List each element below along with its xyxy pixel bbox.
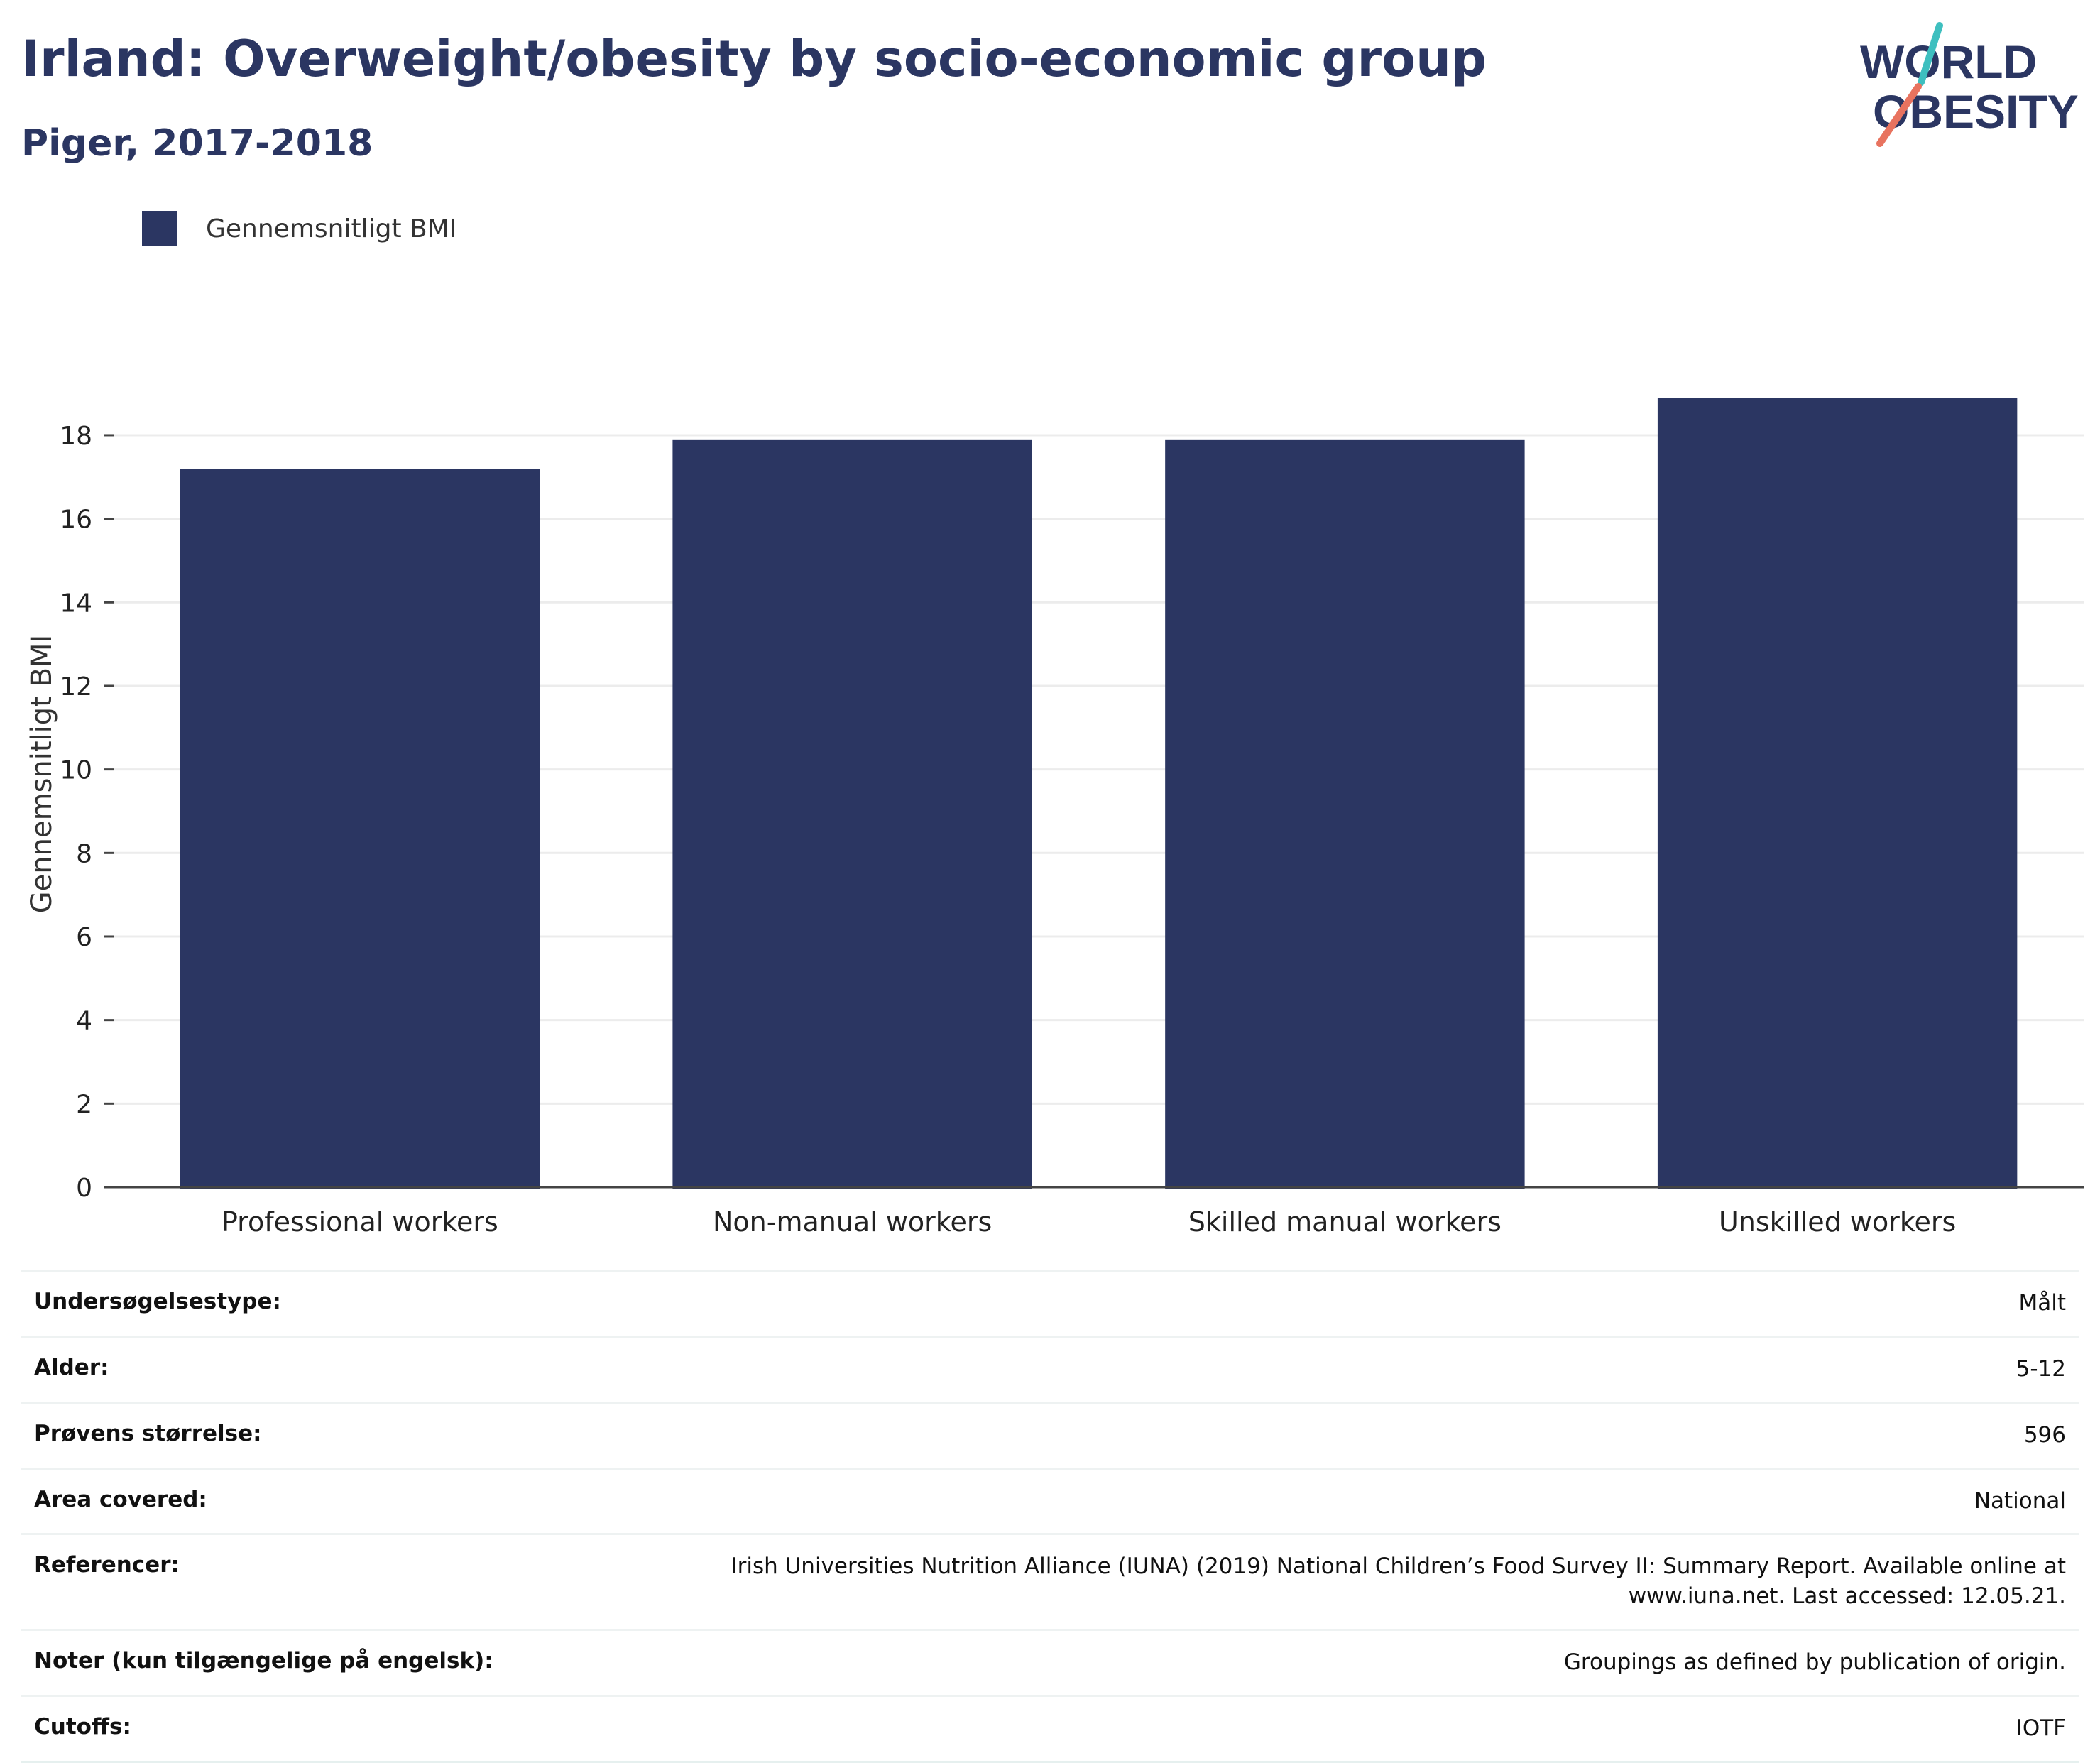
logo-line-1: WORLD <box>1860 36 2037 88</box>
y-tick-label: 4 <box>76 1007 92 1036</box>
world-obesity-logo: WORLD OBESITY <box>1860 22 2079 147</box>
info-label: Alder: <box>34 1354 109 1380</box>
y-tick-label: 10 <box>60 756 92 785</box>
logo-line-2: OBESITY <box>1873 85 2079 138</box>
x-tick-labels: Professional workers Non-manual workers Sk… <box>222 1206 1956 1238</box>
x-tick-label: Non-manual workers <box>713 1206 992 1238</box>
info-label: Prøvens størrelse: <box>34 1420 262 1446</box>
y-tick-label: 2 <box>76 1090 92 1119</box>
logo-slash-teal <box>1918 22 1943 86</box>
y-tick-label: 18 <box>60 422 92 451</box>
logo-slash-coral <box>1876 83 1922 147</box>
bar <box>1165 439 1525 1189</box>
info-value: National <box>1974 1488 2066 1514</box>
legend-swatch <box>142 211 177 246</box>
bar <box>1657 398 2018 1189</box>
y-tick-label: 16 <box>60 506 92 535</box>
chart-legend: Gennemsnitligt BMI <box>142 210 456 247</box>
info-value: Målt <box>2018 1290 2066 1316</box>
info-row-area: Area covered: National <box>21 1467 2079 1534</box>
x-tick-label: Unskilled workers <box>1719 1206 1956 1238</box>
info-row-cutoffs: Cutoffs: IOTF <box>21 1694 2079 1763</box>
info-label: Noter (kun tilgængelige på engelsk): <box>34 1648 493 1674</box>
info-row-age: Alder: 5-12 <box>21 1335 2079 1402</box>
y-tick-label: 12 <box>60 672 92 702</box>
chart-title: Irland: Overweight/obesity by socio-econ… <box>21 30 1487 88</box>
y-tick-label: 14 <box>60 589 92 618</box>
info-row-references: Referencer: Irish Universities Nutrition… <box>21 1533 2079 1629</box>
bar-chart: 0 2 4 6 8 10 12 14 16 18 Professional workers Non-… <box>26 398 2084 1238</box>
bar <box>180 469 540 1189</box>
info-table: Undersøgelsestype: Målt Alder: 5-12 Prøv… <box>21 1270 2079 1763</box>
info-value: Groupings as defined by publication of o… <box>1563 1649 2066 1676</box>
x-tick-label: Skilled manual workers <box>1188 1206 1502 1238</box>
info-value: IOTF <box>2016 1715 2066 1741</box>
info-label: Referencer: <box>34 1552 180 1578</box>
y-tick-label: 0 <box>76 1174 92 1203</box>
info-value: 5-12 <box>2016 1355 2066 1382</box>
info-row-notes: Noter (kun tilgængelige på engelsk): Gro… <box>21 1629 2079 1695</box>
y-tick-labels: 0 2 4 6 8 10 12 14 16 18 <box>60 422 114 1203</box>
bars <box>180 398 2018 1189</box>
info-label: Cutoffs: <box>34 1713 131 1740</box>
y-axis-title: Gennemsnitligt BMI <box>26 635 58 914</box>
y-tick-label: 8 <box>76 839 92 868</box>
info-value: Irish Universities Nutrition Alliance (I… <box>731 1554 2066 1610</box>
bar <box>672 439 1032 1189</box>
info-label: Area covered: <box>34 1486 207 1512</box>
chart-subtitle: Piger, 2017-2018 <box>21 122 373 165</box>
legend-label: Gennemsnitligt BMI <box>206 214 457 244</box>
x-tick-label: Professional workers <box>222 1206 498 1238</box>
info-value: 596 <box>2023 1421 2066 1448</box>
y-tick-label: 6 <box>76 923 92 952</box>
info-label: Undersøgelsestype: <box>34 1289 281 1314</box>
info-row-sample-size: Prøvens størrelse: 596 <box>21 1401 2079 1468</box>
info-row-survey-type: Undersøgelsestype: Målt <box>21 1270 2079 1336</box>
